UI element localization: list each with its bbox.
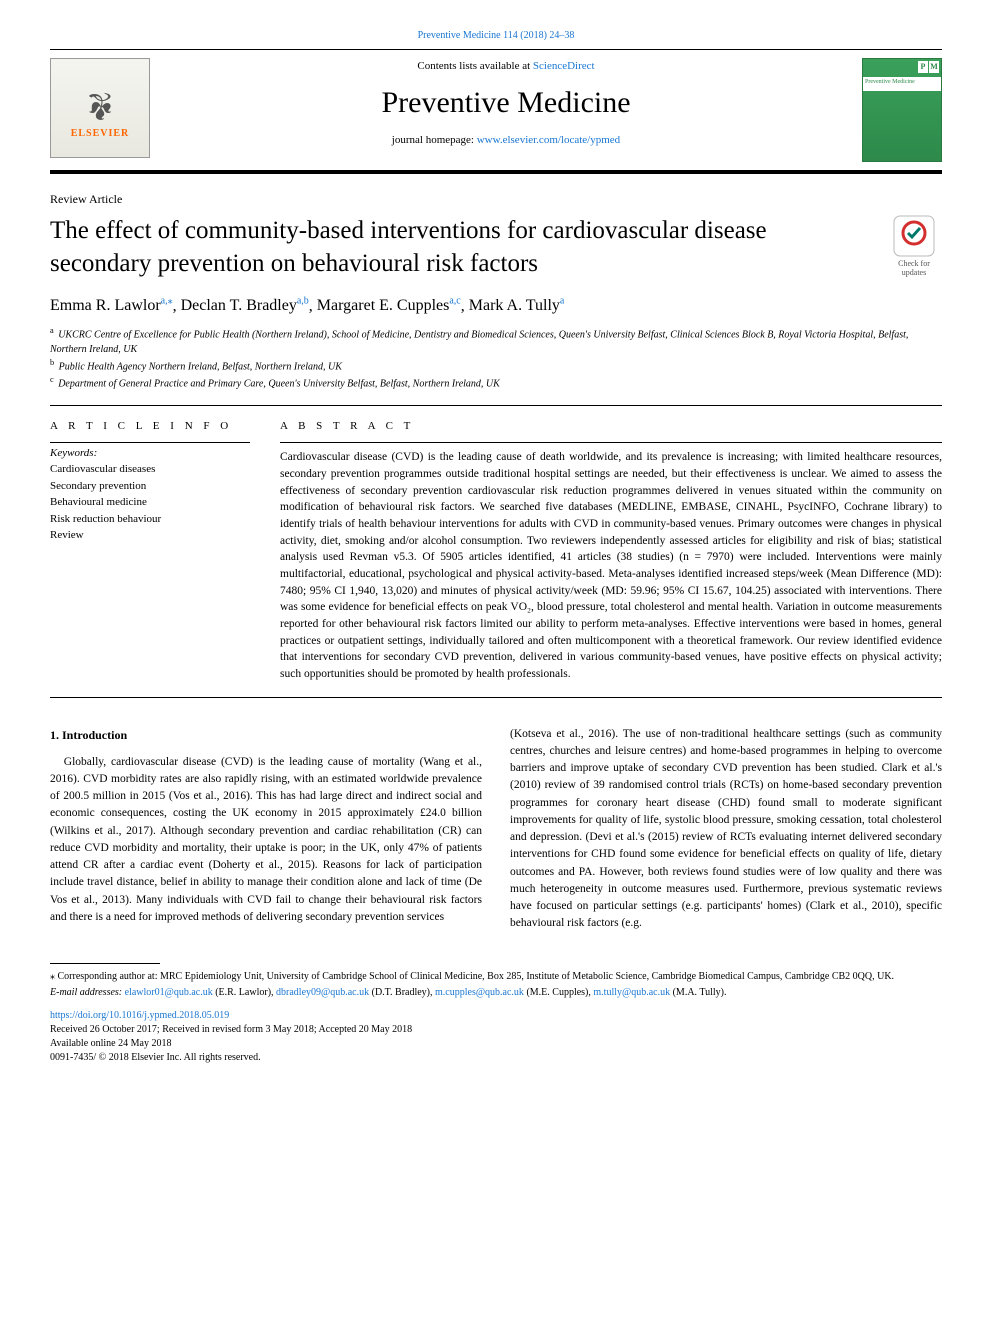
author-email[interactable]: m.cupples@qub.ac.uk: [435, 987, 524, 998]
abstract-label: A B S T R A C T: [280, 420, 942, 432]
publication-metadata: Received 26 October 2017; Received in re…: [50, 1023, 942, 1065]
journal-homepage-link[interactable]: www.elsevier.com/locate/ypmed: [477, 134, 620, 146]
article-title: The effect of community-based interventi…: [50, 215, 866, 280]
author-email[interactable]: m.tully@qub.ac.uk: [593, 987, 670, 998]
article-info-label: A R T I C L E I N F O: [50, 420, 250, 432]
keywords-header: Keywords:: [50, 442, 250, 459]
abstract-text: Cardiovascular disease (CVD) is the lead…: [280, 442, 942, 682]
author: Emma R. Lawlora,⁎: [50, 297, 173, 314]
article-info: A R T I C L E I N F O Keywords: Cardiova…: [50, 420, 250, 682]
paragraph: Globally, cardiovascular disease (CVD) i…: [50, 754, 482, 927]
author-email[interactable]: elawlor01@qub.ac.uk: [125, 987, 213, 998]
author: Declan T. Bradleya,b: [181, 297, 309, 314]
author: Mark A. Tullya: [469, 297, 565, 314]
keyword: Risk reduction behaviour: [50, 511, 250, 528]
keyword: Review: [50, 527, 250, 544]
elsevier-brand: ELSEVIER: [71, 128, 130, 139]
journal-link-top[interactable]: Preventive Medicine 114 (2018) 24–38: [418, 30, 575, 41]
journal-name: Preventive Medicine: [162, 86, 850, 120]
section-heading: 1. Introduction: [50, 726, 482, 744]
contents-line: Contents lists available at ScienceDirec…: [162, 60, 850, 72]
journal-header: 🙗 ELSEVIER Contents lists available at S…: [50, 49, 942, 174]
author-email[interactable]: dbradley09@qub.ac.uk: [276, 987, 369, 998]
check-for-updates-badge[interactable]: Check for updates: [886, 215, 942, 277]
body-text: 1. Introduction Globally, cardiovascular…: [50, 726, 942, 933]
abstract: A B S T R A C T Cardiovascular disease (…: [280, 420, 942, 682]
doi-link[interactable]: https://doi.org/10.1016/j.ypmed.2018.05.…: [50, 1010, 229, 1021]
running-header: Preventive Medicine 114 (2018) 24–38: [50, 30, 942, 41]
authors: Emma R. Lawlora,⁎, Declan T. Bradleya,b,…: [50, 296, 942, 315]
keyword: Secondary prevention: [50, 478, 250, 495]
footnotes: ⁎ Corresponding author at: MRC Epidemiol…: [50, 970, 942, 1000]
keyword: Behavioural medicine: [50, 494, 250, 511]
keyword: Cardiovascular diseases: [50, 461, 250, 478]
elsevier-logo: 🙗 ELSEVIER: [50, 58, 150, 158]
keywords-list: Cardiovascular diseases Secondary preven…: [50, 461, 250, 544]
corresponding-author: ⁎ Corresponding author at: MRC Epidemiol…: [50, 970, 942, 984]
paragraph: (Kotseva et al., 2016). The use of non-t…: [510, 726, 942, 933]
elsevier-tree-icon: 🙗: [87, 78, 113, 126]
updates-icon: [893, 215, 935, 257]
sciencedirect-link[interactable]: ScienceDirect: [533, 60, 595, 72]
email-addresses: E-mail addresses: elawlor01@qub.ac.uk (E…: [50, 986, 942, 1000]
affiliations: a UKCRC Centre of Excellence for Public …: [50, 325, 942, 391]
article-type: Review Article: [50, 192, 942, 207]
homepage-line: journal homepage: www.elsevier.com/locat…: [162, 134, 850, 146]
journal-cover-thumbnail: PM Preventive Medicine: [862, 58, 942, 162]
doi: https://doi.org/10.1016/j.ypmed.2018.05.…: [50, 1010, 942, 1021]
author: Margaret E. Cupplesa,c: [317, 297, 461, 314]
